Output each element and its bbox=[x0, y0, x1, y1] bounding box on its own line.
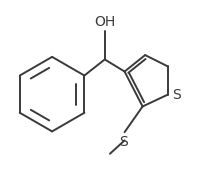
Text: S: S bbox=[118, 135, 127, 149]
Text: S: S bbox=[172, 88, 180, 102]
Text: OH: OH bbox=[94, 15, 115, 29]
